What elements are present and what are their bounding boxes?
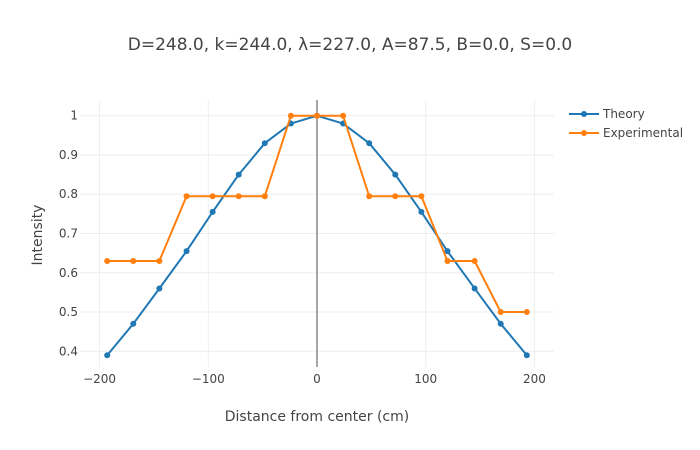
experimental-point	[104, 257, 111, 264]
experimental-point	[444, 257, 451, 264]
experimental-point	[209, 193, 216, 200]
x-tick-label: −200	[83, 372, 116, 386]
y-axis-ticks: 0.4 0.5 0.6 0.7 0.8 0.9 1	[59, 109, 78, 359]
legend-label-experimental: Experimental	[603, 126, 683, 140]
experimental-point	[261, 193, 268, 200]
theory-point	[392, 171, 399, 178]
legend-item-theory[interactable]: Theory	[569, 107, 645, 121]
theory-point	[261, 140, 268, 147]
y-tick-label: 0.9	[59, 148, 78, 162]
experimental-point	[314, 112, 320, 119]
theory-point	[183, 248, 190, 255]
chart-title: D=248.0, k=244.0, λ=227.0, A=87.5, B=0.0…	[128, 35, 573, 55]
experimental-point	[130, 257, 137, 264]
x-tick-label: −100	[192, 372, 225, 386]
theory-point	[471, 285, 478, 292]
experimental-point	[287, 112, 294, 119]
y-tick-label: 1	[70, 109, 78, 123]
experimental-point	[497, 309, 504, 316]
y-tick-label: 0.5	[59, 305, 78, 319]
theory-point	[366, 140, 373, 147]
legend-marker-experimental	[581, 130, 587, 136]
experimental-point	[523, 309, 530, 316]
theory-point	[130, 320, 137, 327]
x-tick-label: 100	[414, 372, 437, 386]
y-axis-title: Intensity	[30, 205, 46, 266]
experimental-point	[183, 193, 190, 200]
x-tick-label: 0	[313, 372, 321, 386]
theory-point	[523, 352, 530, 359]
y-tick-label: 0.6	[59, 266, 78, 280]
y-tick-label: 0.4	[59, 344, 78, 358]
theory-point	[418, 208, 425, 215]
experimental-point	[366, 193, 373, 200]
theory-point	[497, 320, 504, 327]
series-group	[104, 112, 530, 359]
experimental-point	[235, 193, 242, 200]
x-tick-label: 200	[523, 372, 546, 386]
experimental-point	[471, 257, 478, 264]
legend[interactable]: Theory Experimental	[569, 107, 683, 140]
series-experimental	[104, 112, 530, 316]
theory-point	[156, 285, 163, 292]
legend-label-theory: Theory	[602, 107, 645, 121]
experimental-point	[156, 257, 163, 264]
x-axis-title: Distance from center (cm)	[225, 409, 409, 425]
theory-point	[104, 352, 111, 359]
experimental-point	[340, 112, 347, 119]
legend-marker-theory	[581, 111, 587, 117]
y-tick-label: 0.7	[59, 227, 78, 241]
experimental-point	[418, 193, 425, 200]
experimental-point	[392, 193, 399, 200]
y-tick-label: 0.8	[59, 187, 78, 201]
x-axis-ticks: −200 −100 0 100 200	[83, 372, 546, 386]
theory-point	[209, 208, 216, 215]
theory-point	[444, 248, 451, 255]
legend-item-experimental[interactable]: Experimental	[569, 126, 683, 140]
theory-point	[235, 171, 242, 178]
